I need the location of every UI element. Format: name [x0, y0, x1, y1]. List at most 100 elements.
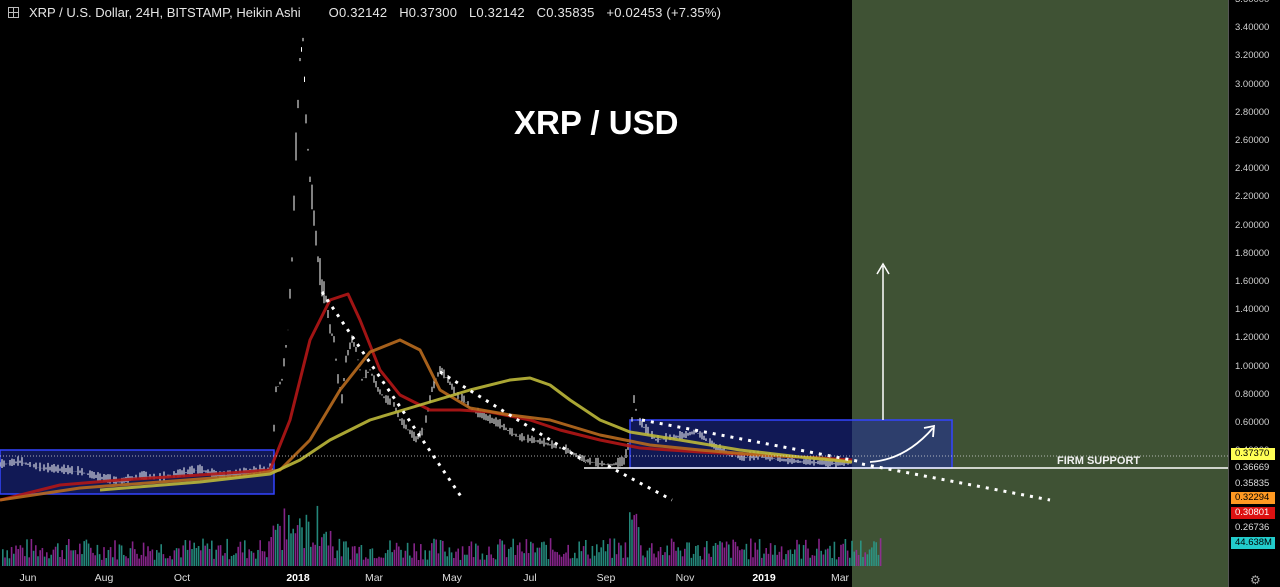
volume-bar [4, 557, 6, 566]
volume-bar [325, 531, 327, 566]
volume-bar [494, 559, 497, 566]
volume-bar [294, 533, 297, 566]
volume-bar [670, 538, 673, 566]
volume-bar [402, 557, 404, 566]
volume-bar [19, 545, 22, 566]
volume-bar [417, 559, 420, 566]
volume-bar [52, 549, 55, 566]
time-axis-label: Sep [596, 572, 616, 584]
price-tick-label: 1.20000 [1235, 332, 1270, 344]
volume-bar [745, 543, 748, 566]
volume-bar [288, 514, 290, 566]
volume-bar [332, 546, 334, 566]
volume-bar [400, 549, 402, 566]
volume-bar [844, 539, 847, 566]
volume-bar [426, 559, 429, 566]
volume-bar [252, 552, 255, 566]
volume-bar [230, 555, 233, 566]
time-axis-label: Nov [675, 572, 695, 584]
volume-bar [728, 544, 730, 566]
volume-bar [105, 558, 107, 566]
volume-bar [279, 525, 281, 566]
volume-bar [816, 548, 818, 566]
volume-bar [444, 551, 446, 566]
volume-bar [629, 512, 631, 566]
volume-bar [783, 559, 785, 566]
volume-bar [378, 556, 380, 566]
volume-bar [659, 546, 662, 566]
volume-bar [50, 554, 52, 566]
volume-bar [455, 551, 457, 566]
price-scale[interactable]: 3.60000 3.40000 3.20000 3.00000 2.80000 2.600… [1228, 0, 1280, 587]
volume-bar [224, 553, 226, 566]
arrow-curve-head [923, 424, 936, 438]
volume-bar [17, 549, 19, 566]
volume-bar [116, 559, 118, 566]
volume-bar [609, 538, 611, 566]
trendline-dotted [439, 370, 587, 464]
volume-bar [483, 559, 486, 566]
volume-bar [424, 550, 426, 566]
volume-bar [849, 557, 851, 566]
price-tick-label: 2.20000 [1235, 191, 1270, 203]
volume-bar [404, 550, 407, 566]
volume-bar [120, 545, 123, 566]
volume-bar [371, 548, 374, 566]
volume-bar [362, 559, 365, 566]
volume-bar [422, 559, 424, 566]
volume-bar [35, 545, 37, 566]
volume-bar [560, 556, 563, 566]
volume-bar [195, 548, 198, 566]
volume-bar [829, 545, 831, 566]
volume-bar [703, 547, 706, 566]
volume-bar [299, 518, 301, 566]
volume-bar [74, 550, 77, 566]
volume-bar [587, 554, 589, 566]
gear-icon[interactable]: ⚙ [1250, 573, 1261, 587]
symbol-line: XRP / U.S. Dollar, 24H, BITSTAMP, Heikin… [29, 4, 301, 20]
volume-bar [536, 547, 539, 566]
volume-bar [461, 546, 464, 566]
volume-bar [778, 551, 781, 566]
volume-bar [514, 554, 517, 566]
volume-bar [257, 549, 259, 566]
volume-bar [631, 519, 633, 566]
volume-bar [28, 557, 30, 566]
volume-bar [312, 542, 314, 566]
volume-bar [21, 547, 24, 566]
volume-bar [681, 556, 684, 566]
volume-bar [338, 538, 341, 566]
volume-bar [103, 547, 105, 566]
volume-bar [613, 538, 616, 566]
volume-bar [164, 558, 167, 566]
volume-bar [384, 553, 387, 566]
price-tick-label: 0.60000 [1235, 417, 1270, 428]
volume-bar [864, 552, 866, 566]
volume-bar [492, 557, 495, 566]
volume-bar [127, 558, 129, 566]
price-chart[interactable] [0, 0, 1228, 587]
close-value: C0.35835 [536, 4, 595, 20]
volume-bar [259, 540, 261, 566]
volume-bar [87, 543, 90, 566]
ma-orange-line [0, 338, 853, 502]
volume-bar [626, 557, 629, 566]
volume-bar [290, 533, 292, 566]
volume-bar [321, 537, 323, 566]
volume-bar [481, 553, 484, 566]
volume-bar [772, 554, 774, 566]
volume-bar [26, 539, 28, 566]
volume-bar [79, 543, 81, 566]
expand-icon[interactable] [8, 6, 19, 18]
price-badge: 0.37370 [1231, 448, 1275, 460]
volume-bar [853, 551, 855, 566]
volume-bar [602, 540, 605, 566]
volume-bar [664, 552, 666, 566]
volume-bar [871, 547, 873, 566]
volume-bar [710, 556, 712, 566]
volume-bar [125, 556, 127, 566]
volume-bar [380, 557, 382, 566]
volume-bar [448, 547, 451, 566]
volume-bar [101, 559, 103, 566]
volume-bar [538, 547, 541, 566]
